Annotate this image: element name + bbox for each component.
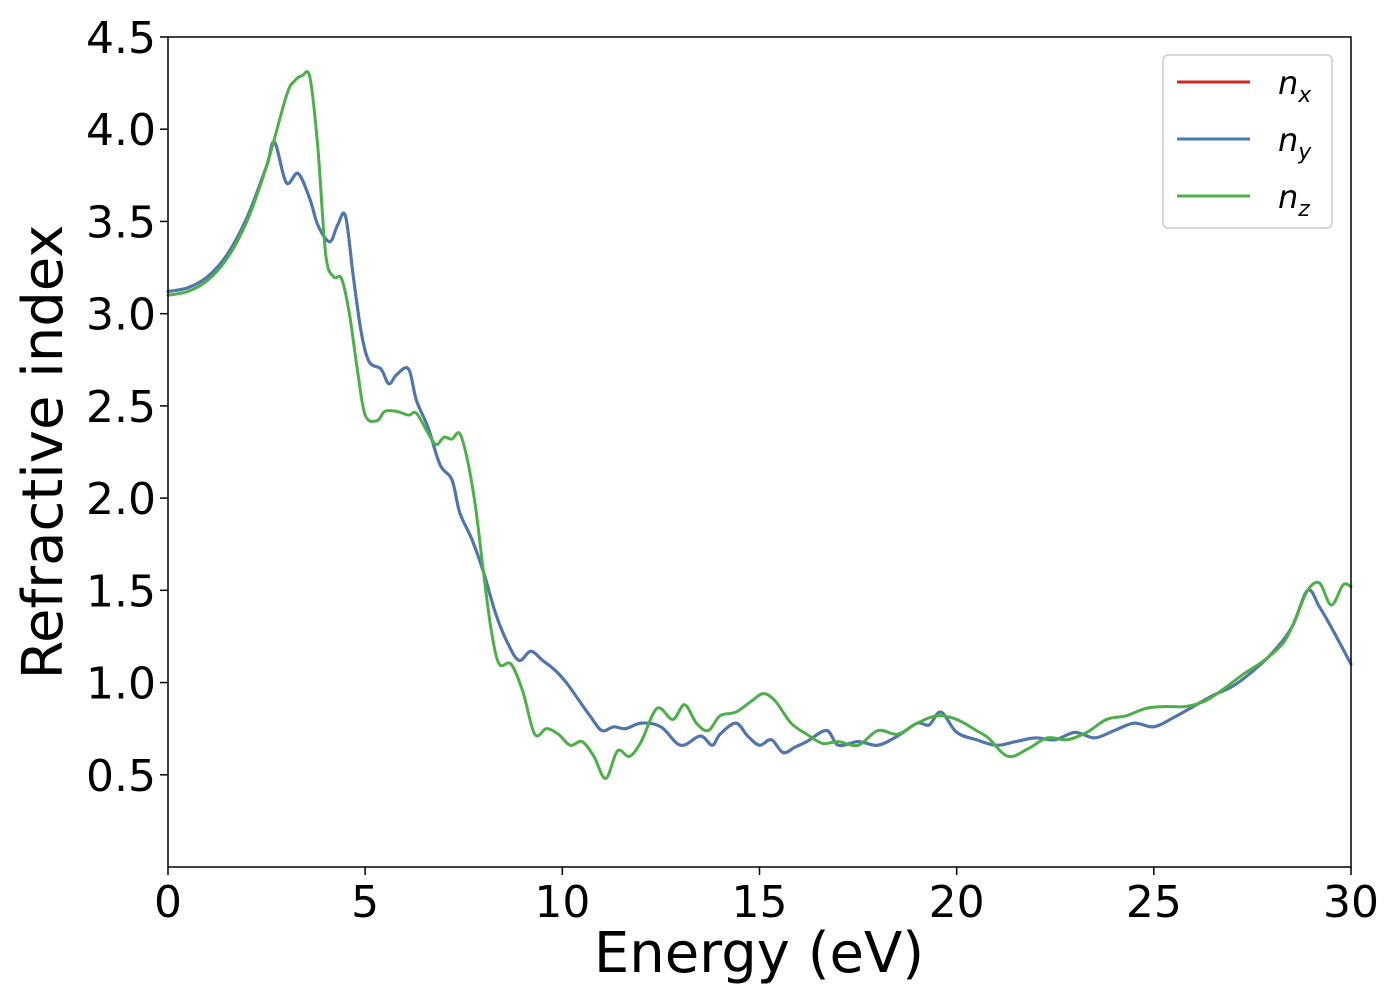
legend-label-base: n (1278, 121, 1298, 159)
legend-label-subscript: z (1297, 197, 1310, 222)
y-tick-label: 3.0 (86, 290, 156, 341)
y-tick-label: 2.5 (86, 382, 156, 433)
x-tick-label: 10 (534, 877, 590, 928)
legend-label-base: n (1278, 178, 1298, 216)
series-line-ny (166, 140, 1353, 755)
x-tick-label: 25 (1126, 877, 1182, 928)
y-axis-title: Refractive index (11, 225, 76, 680)
legend-label-subscript: y (1297, 140, 1312, 165)
y-tick-label: 4.5 (86, 13, 156, 64)
legend-label-base: n (1278, 64, 1298, 102)
x-tick-label: 30 (1323, 877, 1379, 928)
legend-box (1162, 54, 1333, 229)
y-tick-label: 4.0 (86, 105, 156, 156)
x-axis: 0 5 10 15 20 25 30 (154, 867, 1379, 928)
legend-label-subscript: x (1297, 83, 1312, 108)
series-line-nz (166, 70, 1353, 780)
y-tick-label: 3.5 (86, 197, 156, 248)
legend-label-nz: nz (1278, 178, 1310, 222)
y-tick-label: 1.0 (86, 659, 156, 710)
y-tick-label: 1.5 (86, 566, 156, 617)
y-tick-label: 2.0 (86, 474, 156, 525)
y-axis: 0.5 1.0 1.5 2.0 2.5 3.0 3.5 4.0 4.5 (86, 13, 168, 802)
legend-label-ny: ny (1278, 121, 1312, 165)
y-tick-label: 0.5 (86, 751, 156, 802)
x-tick-label: 0 (154, 877, 182, 928)
legend-label-nx: nx (1278, 64, 1312, 108)
series-layer (166, 70, 1353, 780)
x-tick-label: 5 (351, 877, 379, 928)
x-tick-label: 20 (929, 877, 985, 928)
plot-background (168, 37, 1351, 867)
x-tick-label: 15 (732, 877, 788, 928)
x-axis-title: Energy (eV) (594, 921, 924, 986)
